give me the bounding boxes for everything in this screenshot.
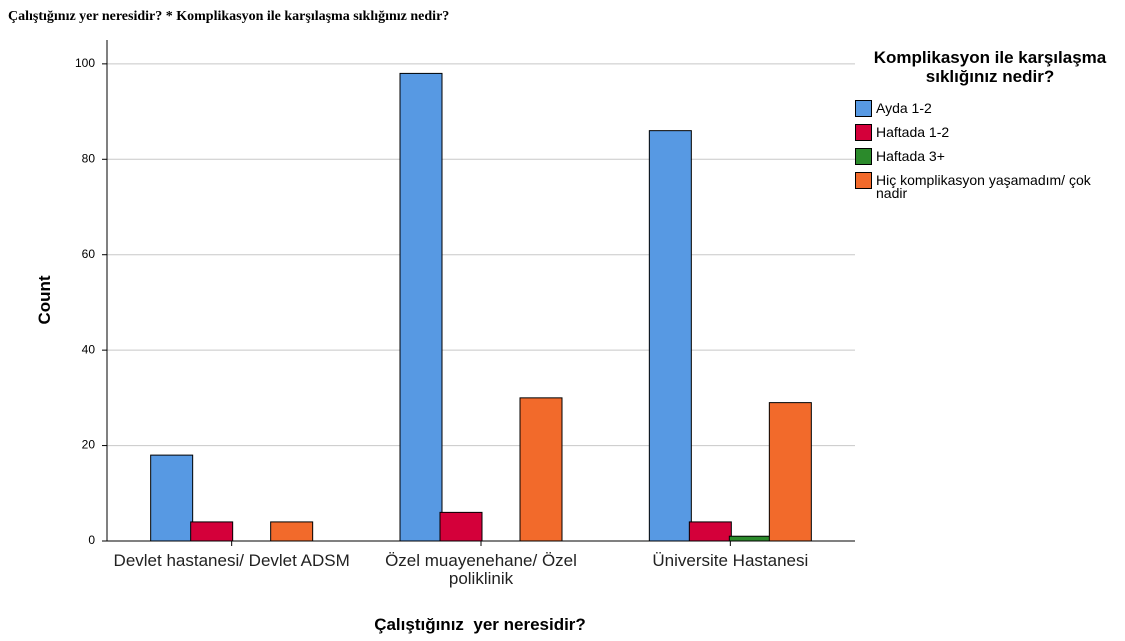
bar — [399, 72, 443, 542]
y-tick-label: 40 — [82, 342, 96, 356]
bar — [439, 511, 483, 542]
legend-item: Haftada 3+ — [855, 148, 1125, 165]
legend-label: Haftada 3+ — [876, 148, 945, 164]
legend: Komplikasyon ile karşılaşma sıklığınız n… — [855, 48, 1125, 207]
bar — [519, 397, 563, 542]
bar — [728, 535, 772, 542]
legend-item: Hiç komplikasyon yaşamadım/ çok nadir — [855, 172, 1125, 200]
bar — [688, 521, 732, 542]
y-tick-label: 20 — [82, 438, 96, 452]
y-tick-label: 0 — [88, 533, 95, 547]
legend-label: Ayda 1-2 — [876, 100, 932, 116]
y-tick-label: 100 — [75, 56, 95, 70]
legend-item: Ayda 1-2 — [855, 100, 1125, 117]
y-tick-label: 60 — [82, 247, 96, 261]
legend-item: Haftada 1-2 — [855, 124, 1125, 141]
bar — [648, 130, 692, 542]
y-tick-label: 80 — [82, 151, 96, 165]
legend-swatch — [855, 100, 872, 117]
legend-label: Hiç komplikasyon yaşamadım/ çok nadir — [876, 172, 1091, 201]
legend-swatch — [855, 148, 872, 165]
legend-swatch — [855, 124, 872, 141]
page-title: Çalıştığınız yer neresidir? * Komplikasy… — [8, 9, 450, 24]
x-tick-label: Özel muayenehane/ Özel poliklinik — [385, 551, 577, 588]
x-tick-label: Üniversite Hastanesi — [652, 551, 809, 570]
y-axis-label: Count — [35, 275, 54, 325]
x-tick-label: Devlet hastanesi/ Devlet ADSM — [113, 551, 350, 570]
bar — [150, 454, 194, 542]
x-axis-label: Çalıştığınız yer neresidir? — [374, 615, 586, 634]
bar — [270, 521, 314, 542]
legend-label: Haftada 1-2 — [876, 124, 950, 140]
bar — [190, 521, 234, 542]
bar — [768, 402, 812, 542]
legend-title: Komplikasyon ile karşılaşma sıklığınız n… — [873, 48, 1107, 86]
legend-swatch — [855, 172, 872, 189]
